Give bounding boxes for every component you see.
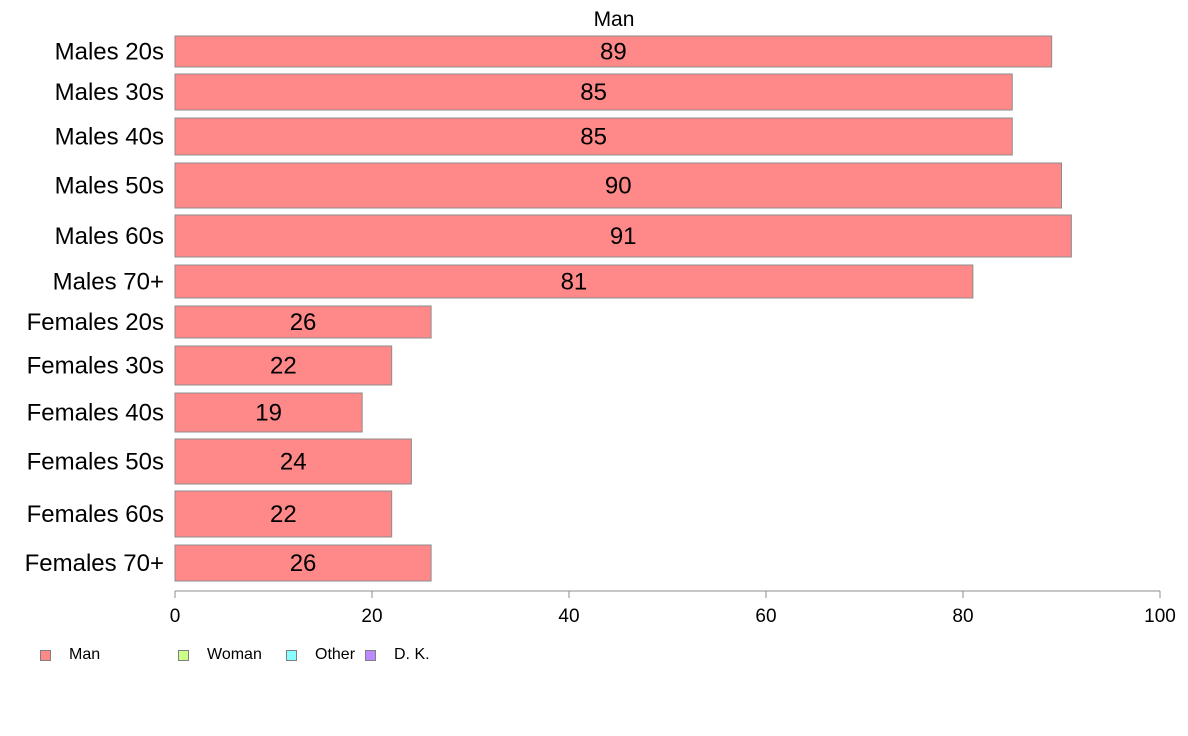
x-tick-label: 20 xyxy=(361,606,382,627)
value-label: 91 xyxy=(610,223,637,250)
bar xyxy=(174,214,1072,258)
value-label: 19 xyxy=(255,400,282,427)
category-label: Females 60s xyxy=(27,501,164,528)
category-label: Males 60s xyxy=(55,223,164,250)
bar xyxy=(174,438,412,485)
bar xyxy=(174,392,363,433)
bar xyxy=(174,345,393,386)
value-label: 81 xyxy=(561,269,588,296)
value-label: 22 xyxy=(270,501,297,528)
category-label: Females 20s xyxy=(27,309,164,336)
legend-swatch-woman xyxy=(178,649,189,661)
value-label: 22 xyxy=(270,353,297,380)
bar xyxy=(174,544,432,582)
category-label: Females 70+ xyxy=(25,550,164,577)
category-label: Females 50s xyxy=(27,449,164,476)
value-label: 26 xyxy=(290,550,317,577)
x-tick-label: 100 xyxy=(1144,606,1176,627)
x-tick-label: 80 xyxy=(952,606,973,627)
value-label: 85 xyxy=(580,79,607,106)
bar-chart: Man Males 20s 89 Males 30s 85 Males 40s 85 Mal… xyxy=(25,8,1176,627)
legend-label-other: Other xyxy=(315,646,356,663)
bar xyxy=(174,117,1013,156)
value-label: 89 xyxy=(600,39,627,66)
category-label: Males 40s xyxy=(55,124,164,151)
bar xyxy=(174,162,1062,209)
legend: Man Woman Other D. K. xyxy=(40,646,455,664)
chart-title: Man xyxy=(594,8,635,31)
value-label: 90 xyxy=(605,173,632,200)
value-label: 26 xyxy=(290,309,317,336)
legend-swatch-dk xyxy=(365,649,376,661)
legend-label-dk: D. K. xyxy=(394,646,430,663)
bar xyxy=(174,490,393,538)
legend-swatch-other xyxy=(286,649,297,661)
value-label: 85 xyxy=(580,124,607,151)
bar xyxy=(174,305,432,339)
category-label: Males 70+ xyxy=(53,269,164,296)
bar xyxy=(174,73,1013,111)
category-label: Males 30s xyxy=(55,79,164,106)
bar xyxy=(174,264,974,299)
legend-item-dk: D. K. xyxy=(365,646,455,664)
category-label: Females 40s xyxy=(27,400,164,427)
category-label: Males 20s xyxy=(55,39,164,66)
category-label: Males 50s xyxy=(55,173,164,200)
legend-item-other: Other xyxy=(286,646,365,664)
legend-item-man: Man xyxy=(40,646,178,664)
x-tick-label: 60 xyxy=(755,606,776,627)
legend-item-woman: Woman xyxy=(178,646,286,664)
value-label: 24 xyxy=(280,449,307,476)
category-label: Females 30s xyxy=(27,353,164,380)
bar xyxy=(174,35,1053,68)
x-tick-label: 40 xyxy=(558,606,579,627)
x-tick-label: 0 xyxy=(170,606,181,627)
legend-label-woman: Woman xyxy=(207,646,262,663)
legend-swatch-man xyxy=(40,649,51,661)
legend-label-man: Man xyxy=(69,646,101,663)
